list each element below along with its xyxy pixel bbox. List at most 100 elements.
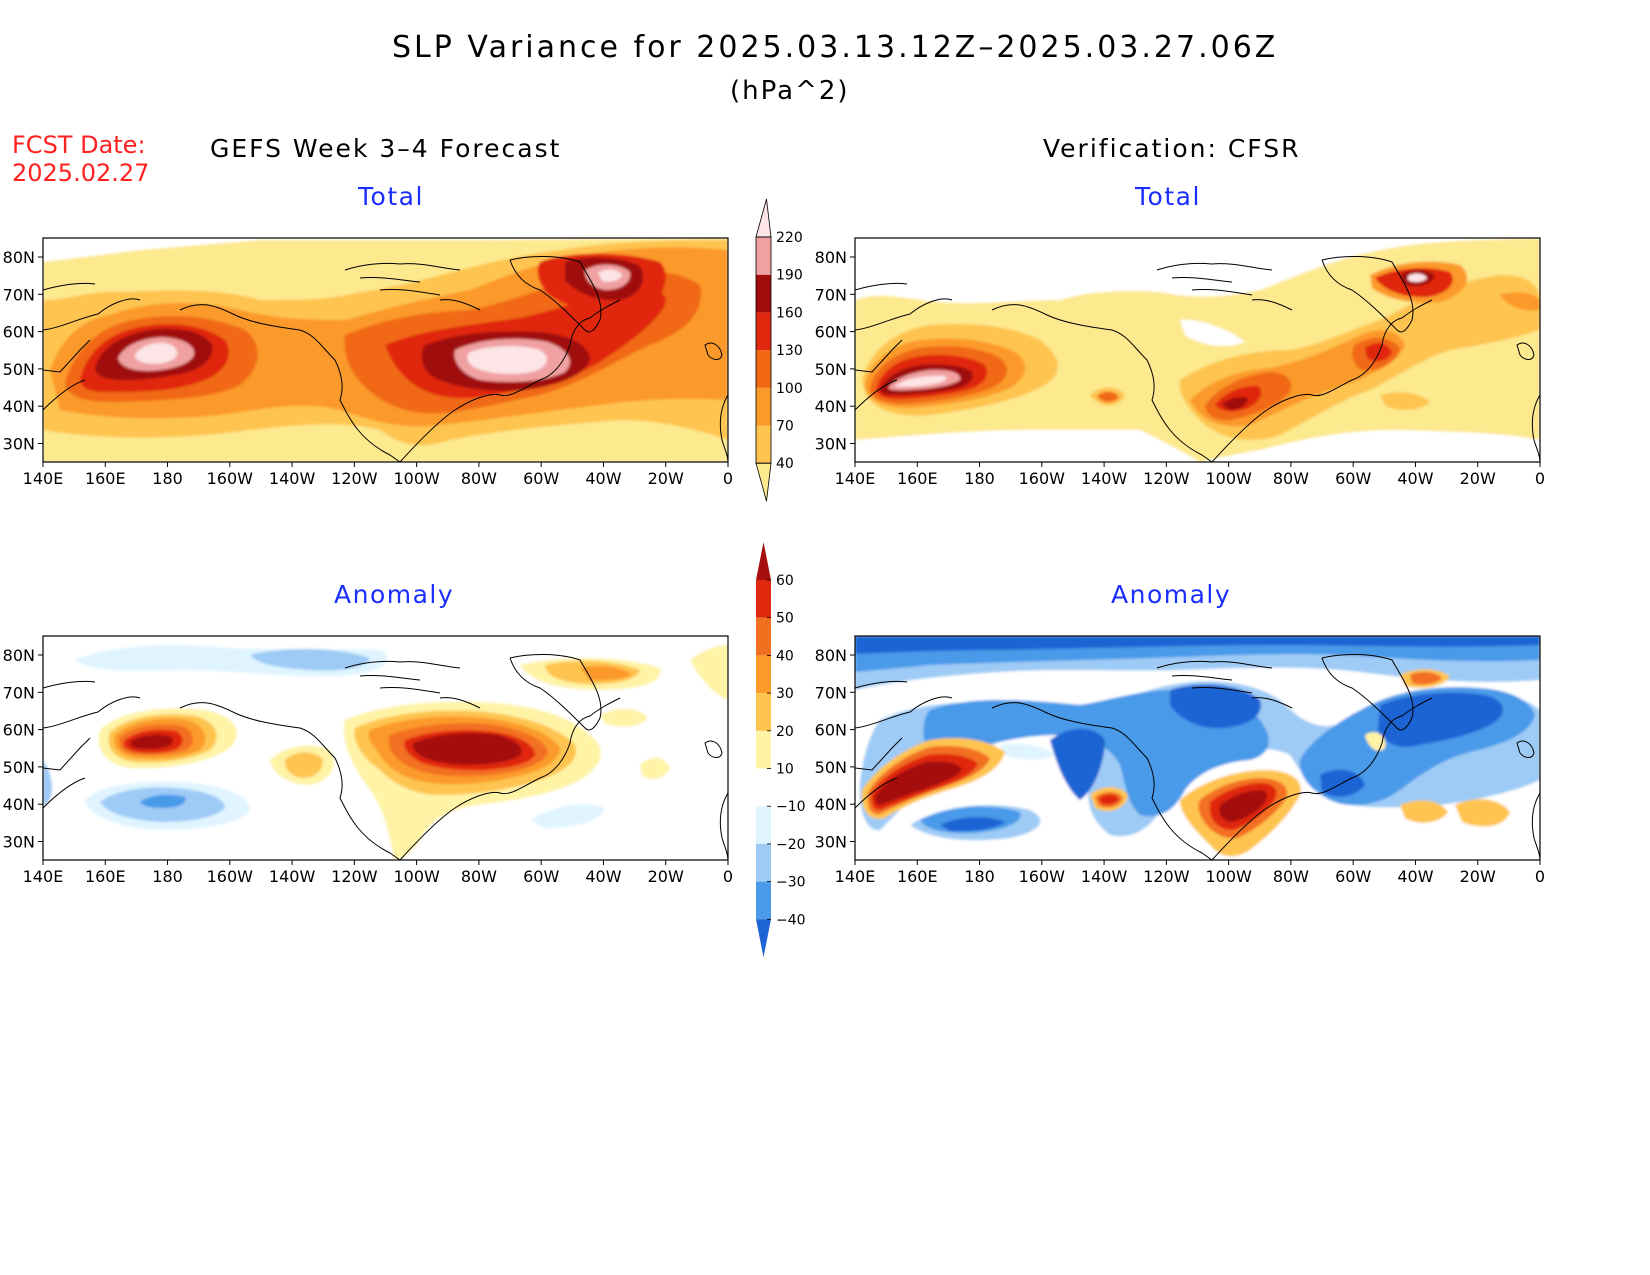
lat-tick-label: 40N <box>815 397 847 416</box>
lon-tick-label: 20W <box>1460 469 1496 488</box>
lon-tick-label: 160W <box>1019 867 1066 886</box>
colorbar-anomaly-box <box>756 617 771 656</box>
lat-tick-label: 40N <box>815 795 847 814</box>
map-forecast-anomaly <box>42 635 729 861</box>
lon-tick-label: 160W <box>207 469 254 488</box>
left-column-title: GEFS Week 3–4 Forecast <box>210 134 562 163</box>
lon-tick-label: 100W <box>393 867 440 886</box>
lon-tick-label: 180 <box>964 469 995 488</box>
lon-tick-label: 140E <box>835 469 876 488</box>
colorbar-anomaly: 60 50 40 30 20 10 −10 −20 −30 −40 <box>756 542 806 958</box>
colorbar-anomaly-box <box>756 843 771 882</box>
lat-tick-label: 40N <box>3 795 35 814</box>
lon-tick-label: 40W <box>1397 469 1433 488</box>
colorbar-total-label: 220 <box>776 230 803 246</box>
colorbar-anomaly-low-cap <box>756 919 771 958</box>
lon-tick-label: 40W <box>585 867 621 886</box>
colorbar-total-label: 40 <box>776 456 794 472</box>
panel-title-verification-anomaly: Anomaly <box>1111 580 1232 609</box>
colorbar-anomaly-label: 40 <box>776 648 794 664</box>
right-column-title: Verification: CFSR <box>1043 134 1301 163</box>
lon-tick-label: 180 <box>152 867 183 886</box>
fcst-date-value: 2025.02.27 <box>12 159 150 187</box>
lat-tick-label: 30N <box>815 435 847 454</box>
lat-tick-label: 40N <box>3 397 35 416</box>
lon-tick-label: 0 <box>723 469 733 488</box>
lon-tick-label: 80W <box>461 867 497 886</box>
lat-tick-label: 80N <box>3 248 35 267</box>
colorbar-total-box <box>756 237 771 275</box>
lat-tick-label: 30N <box>3 435 35 454</box>
lat-tick-label: 50N <box>3 360 35 379</box>
lon-tick-label: 40W <box>1397 867 1433 886</box>
colorbar-anomaly-box <box>756 881 771 920</box>
lat-tick-label: 80N <box>3 646 35 665</box>
colorbar-total-box <box>756 312 771 351</box>
lon-tick-label: 100W <box>1205 469 1252 488</box>
panel-title-forecast-anomaly: Anomaly <box>334 580 455 609</box>
lon-tick-label: 180 <box>152 469 183 488</box>
lon-tick-label: 160E <box>85 867 126 886</box>
lon-tick-label: 160E <box>897 867 938 886</box>
lon-tick-label: 20W <box>648 469 684 488</box>
lon-tick-label: 80W <box>461 469 497 488</box>
colorbar-anomaly-label: 60 <box>776 573 794 589</box>
colorbar-anomaly-high-cap <box>756 542 771 580</box>
colorbar-total-box <box>756 425 771 464</box>
colorbar-total-box <box>756 274 771 313</box>
lon-tick-label: 100W <box>1205 867 1252 886</box>
lon-tick-label: 0 <box>1535 867 1545 886</box>
lat-tick-label: 70N <box>815 683 847 702</box>
lon-tick-label: 60W <box>1335 469 1371 488</box>
lat-tick-label: 30N <box>3 833 35 852</box>
lat-tick-label: 50N <box>815 360 847 379</box>
figure-title: SLP Variance for 2025.03.13.12Z–2025.03.… <box>392 30 1279 65</box>
lat-tick-label: 70N <box>815 285 847 304</box>
lon-tick-label: 60W <box>523 867 559 886</box>
lon-tick-label: 140E <box>835 867 876 886</box>
colorbar-total-high-cap <box>755 198 772 238</box>
lon-tick-label: 60W <box>523 469 559 488</box>
map-forecast-total <box>42 237 729 463</box>
colorbar-anomaly-box <box>756 730 771 769</box>
lat-tick-label: 70N <box>3 683 35 702</box>
colorbar-total-low-cap <box>755 462 772 502</box>
lon-tick-label: 120W <box>1143 469 1190 488</box>
lon-tick-label: 160E <box>897 469 938 488</box>
lon-tick-label: 60W <box>1335 867 1371 886</box>
colorbar-anomaly-label: 30 <box>776 686 794 702</box>
lat-tick-label: 80N <box>815 646 847 665</box>
lon-tick-label: 120W <box>331 469 378 488</box>
lon-tick-label: 40W <box>585 469 621 488</box>
map-verification-total <box>854 237 1541 463</box>
lon-tick-label: 140W <box>269 867 316 886</box>
lat-tick-label: 60N <box>3 323 35 342</box>
lon-tick-label: 160W <box>207 867 254 886</box>
lon-tick-label: 140E <box>23 469 64 488</box>
colorbar-anomaly-label: 50 <box>776 611 794 627</box>
colorbar-anomaly-box <box>756 768 771 807</box>
lat-tick-label: 70N <box>3 285 35 304</box>
lat-tick-label: 30N <box>815 833 847 852</box>
lat-tick-label: 60N <box>815 323 847 342</box>
colorbar-anomaly-label: −10 <box>776 799 806 815</box>
lon-tick-label: 140E <box>23 867 64 886</box>
panel-title-verification-total: Total <box>1135 182 1201 211</box>
lon-tick-label: 0 <box>1535 469 1545 488</box>
lon-tick-label: 180 <box>964 867 995 886</box>
fcst-date-label: FCST Date: <box>12 131 146 159</box>
lon-tick-label: 140W <box>269 469 316 488</box>
colorbar-total-box <box>756 387 771 426</box>
colorbar-total-frame <box>755 236 772 464</box>
lon-tick-label: 20W <box>1460 867 1496 886</box>
lon-tick-label: 100W <box>393 469 440 488</box>
lat-tick-label: 80N <box>815 248 847 267</box>
lon-tick-label: 120W <box>1143 867 1190 886</box>
colorbar-anomaly-box <box>756 693 771 731</box>
lon-tick-label: 160E <box>85 469 126 488</box>
colorbar-total-label: 190 <box>776 268 803 284</box>
colorbar-total-box <box>756 350 771 388</box>
panel-title-forecast-total: Total <box>358 182 424 211</box>
lon-tick-label: 80W <box>1273 469 1309 488</box>
